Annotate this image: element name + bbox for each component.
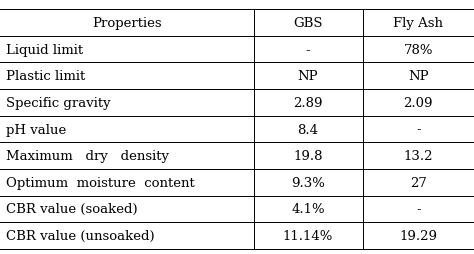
Text: 2.89: 2.89 [293,97,323,109]
Text: 11.14%: 11.14% [283,229,333,242]
Text: pH value: pH value [6,123,66,136]
Text: 27: 27 [410,176,427,189]
Text: Plastic limit: Plastic limit [6,70,85,83]
Text: Properties: Properties [92,17,162,30]
Text: Fly Ash: Fly Ash [393,17,443,30]
Text: CBR value (soaked): CBR value (soaked) [6,203,137,216]
Text: NP: NP [408,70,428,83]
Text: Specific gravity: Specific gravity [6,97,110,109]
Text: -: - [416,203,420,216]
Text: Optimum  moisture  content: Optimum moisture content [6,176,194,189]
Text: NP: NP [298,70,319,83]
Text: 78%: 78% [403,43,433,56]
Text: -: - [416,123,420,136]
Text: -: - [306,43,310,56]
Text: 19.29: 19.29 [399,229,438,242]
Text: 9.3%: 9.3% [291,176,325,189]
Text: 2.09: 2.09 [403,97,433,109]
Text: Liquid limit: Liquid limit [6,43,83,56]
Text: GBS: GBS [293,17,323,30]
Text: CBR value (unsoaked): CBR value (unsoaked) [6,229,155,242]
Text: 13.2: 13.2 [403,150,433,163]
Text: Maximum   dry   density: Maximum dry density [6,150,169,163]
Text: 8.4: 8.4 [298,123,319,136]
Text: 4.1%: 4.1% [292,203,325,216]
Text: 19.8: 19.8 [293,150,323,163]
